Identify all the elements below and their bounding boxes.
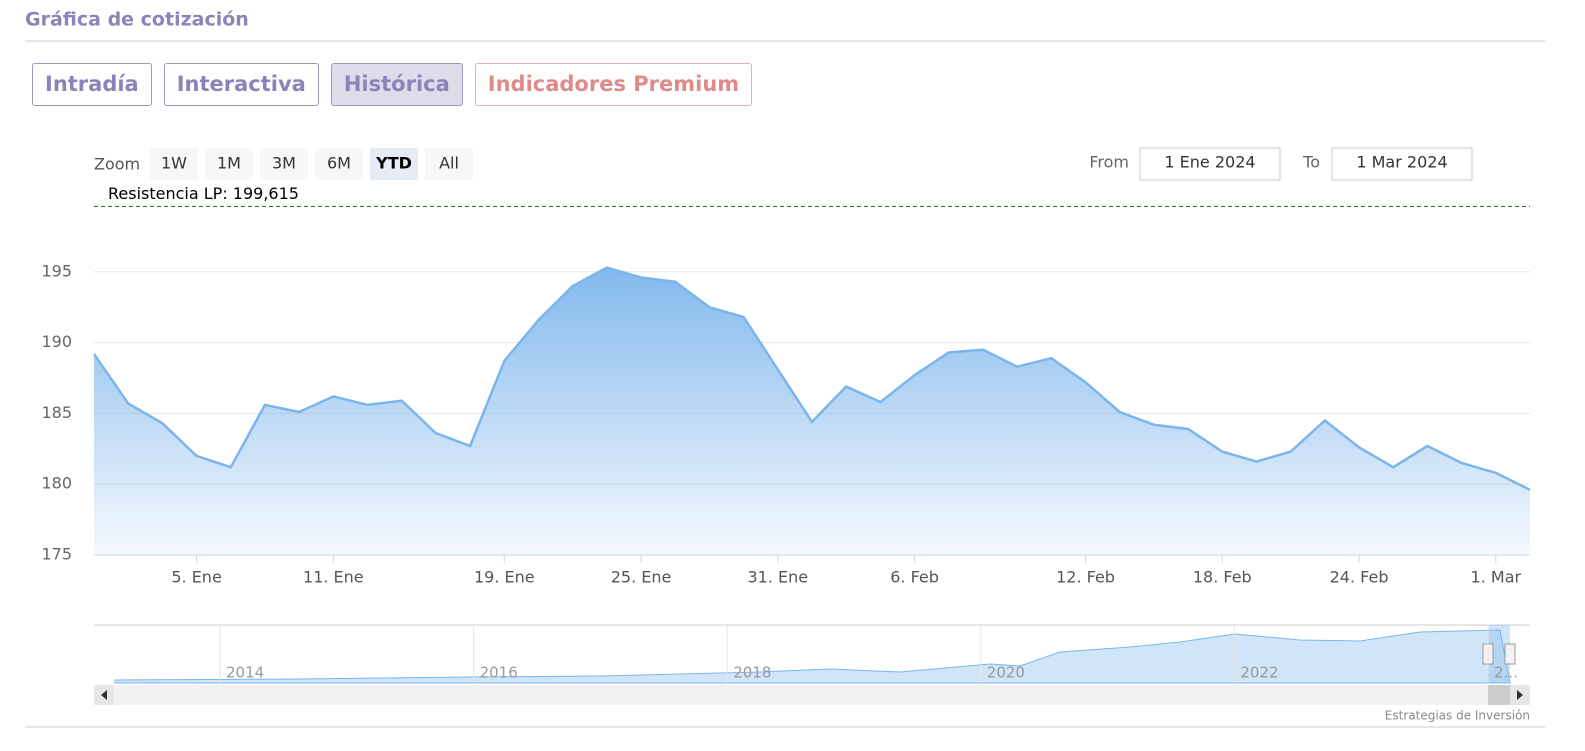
x-tick-label: 19. Ene — [474, 568, 535, 587]
x-tick-label: 12. Feb — [1056, 568, 1115, 587]
x-tick-label: 11. Ene — [303, 568, 364, 587]
x-tick-label: 24. Feb — [1330, 568, 1389, 587]
zoom-button[interactable] — [315, 148, 363, 180]
zoom-label: Zoom — [94, 155, 140, 174]
x-tick-label: 5. Ene — [171, 568, 221, 587]
header-title: Gráfica de cotización — [25, 9, 249, 31]
from-input[interactable] — [1139, 147, 1281, 181]
tab-bar: Intradía Interactiva Histórica Indicadores … — [32, 63, 753, 106]
zoom-button[interactable] — [205, 148, 253, 180]
tab[interactable]: Histórica — [330, 63, 463, 106]
zoom-button[interactable] — [150, 148, 198, 180]
x-tick-label: 25. Ene — [611, 568, 672, 587]
from-label: From — [1089, 153, 1129, 172]
x-tick-label: 31. Ene — [747, 568, 808, 587]
navigator-label: 2018 — [733, 664, 771, 682]
zoom-button[interactable] — [370, 148, 418, 180]
x-tick-label: 1. Mar — [1471, 568, 1522, 587]
area-line — [92, 266, 1531, 491]
zoom-button-label[interactable]: All — [439, 154, 459, 173]
navigator-label: 2022 — [1240, 664, 1278, 682]
navigator-label: 2016 — [480, 664, 518, 682]
from-value[interactable]: 1 Ene 2024 — [1164, 153, 1255, 172]
tab[interactable]: Interactiva — [163, 63, 319, 106]
tab[interactable]: Intradía — [32, 63, 152, 106]
y-tick-label: 180 — [41, 474, 72, 493]
x-tick-label: 18. Feb — [1193, 568, 1252, 587]
y-tick-label: 190 — [41, 332, 72, 351]
tab[interactable]: Indicadores Premium — [474, 63, 753, 106]
credit: Estrategias de Inversión — [1385, 709, 1530, 723]
zoom-button-label[interactable]: 3M — [272, 154, 296, 173]
zoom-button-label[interactable]: YTD — [375, 154, 412, 173]
y-tick-label: 195 — [41, 261, 72, 280]
zoom-button-label[interactable]: 1W — [161, 154, 187, 173]
navigator-label: 2020 — [987, 664, 1025, 682]
area-fill — [94, 267, 1530, 555]
to-input[interactable] — [1331, 147, 1473, 181]
navigator — [94, 624, 1530, 705]
y-tick-label: 185 — [41, 403, 72, 422]
zoom-button[interactable] — [260, 148, 308, 180]
navigator-label: 2014 — [226, 664, 264, 682]
navigator-label: 2... — [1494, 664, 1518, 682]
to-value[interactable]: 1 Mar 2024 — [1356, 153, 1447, 172]
zoom-button-label[interactable]: 6M — [327, 154, 351, 173]
to-label: To — [1302, 153, 1320, 172]
zoom-button[interactable] — [425, 148, 473, 180]
x-tick-label: 6. Feb — [890, 568, 939, 587]
y-tick-label: 175 — [41, 545, 72, 564]
zoom-button-label[interactable]: 1M — [217, 154, 241, 173]
plot-line-label: Resistencia LP: 199,615 — [108, 184, 299, 203]
